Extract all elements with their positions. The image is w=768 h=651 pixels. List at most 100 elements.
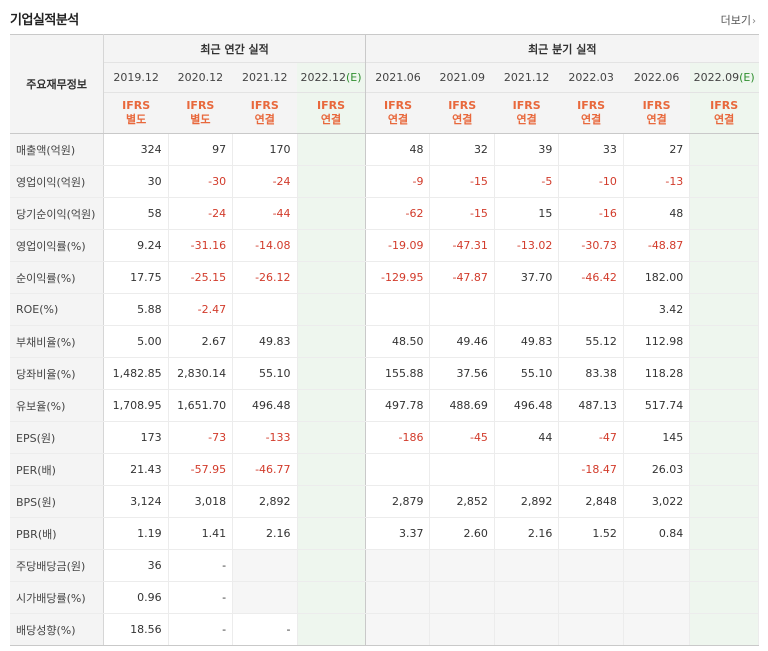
table-cell: 55.10 — [494, 357, 560, 390]
more-link[interactable]: 더보기› — [721, 12, 756, 28]
row-label: 영업이익률(%) — [10, 229, 105, 262]
table-cell: 49.83 — [494, 325, 560, 358]
table-row: 시가배당률(%) 0.96- — [10, 581, 759, 614]
table-cell: 3,018 — [168, 485, 234, 518]
ifrs-header-2: IFRS 연결 — [232, 92, 298, 134]
table-cell — [297, 357, 367, 390]
ifrs-label: IFRS — [250, 99, 279, 112]
ifrs-header-5: IFRS 연결 — [429, 92, 495, 134]
table-cell — [232, 293, 298, 326]
table-cell: -16 — [558, 197, 624, 230]
table-cell — [297, 421, 367, 454]
table-cell: 3,124 — [103, 485, 169, 518]
table-cell — [689, 517, 759, 550]
table-cell — [689, 165, 759, 198]
row-label: EPS(원) — [10, 421, 105, 454]
table-cell: 2,892 — [494, 485, 560, 518]
table-cell: 48 — [365, 133, 431, 166]
table-row: 부채비율(%) 5.00 2.67 49.83 48.50 49.46 49.83 55.12… — [10, 325, 759, 358]
table-cell — [365, 581, 431, 614]
table-cell — [689, 549, 759, 582]
table-cell — [689, 421, 759, 454]
table-cell: 2,879 — [365, 485, 431, 518]
table-row: 배당성향(%) 18.56- - — [10, 613, 759, 646]
table-cell: 112.98 — [623, 325, 691, 358]
table-cell — [689, 261, 759, 294]
table-cell — [689, 613, 759, 646]
table-cell — [689, 389, 759, 422]
table-cell: -30.73 — [558, 229, 624, 262]
table-cell: -73 — [168, 421, 234, 454]
table-cell: -13.02 — [494, 229, 560, 262]
table-cell — [297, 261, 367, 294]
table-row: 영업이익(억원) 30 -30 -24 -9 -15 -5 -10 -13 — [10, 165, 759, 198]
corner-label: 주요재무정보 — [10, 34, 105, 134]
table-cell: 517.74 — [623, 389, 691, 422]
table-row: PBR(배) 1.19 1.41 2.16 3.37 2.60 2.16 1.52 0.84 — [10, 517, 759, 550]
table-cell: -9 — [365, 165, 431, 198]
table-cell — [558, 581, 624, 614]
ifrs-type: 연결 — [320, 113, 342, 126]
table-row: ROE(%) 5.88 -2.47 3.42 — [10, 293, 759, 326]
more-label: 더보기 — [720, 14, 751, 27]
period-header-9: 2022.09(E) — [689, 62, 759, 93]
table-cell: 2,830.14 — [168, 357, 234, 390]
table-cell: 26.03 — [623, 453, 691, 486]
table-cell: 44 — [494, 421, 560, 454]
table-cell: 1,708.95 — [103, 389, 169, 422]
table-cell — [297, 293, 367, 326]
table-cell: -5 — [494, 165, 560, 198]
table-row: 영업이익률(%) 9.24 -31.16 -14.08 -19.09 -47.31 -13.… — [10, 229, 759, 262]
table-cell — [558, 613, 624, 646]
table-cell: 182.00 — [623, 261, 691, 294]
table-cell — [429, 549, 495, 582]
table-cell: 27 — [623, 133, 691, 166]
period-header-5: 2021.09 — [429, 62, 495, 93]
table-cell — [297, 133, 367, 166]
table-cell — [232, 581, 298, 614]
table-cell: 324 — [103, 133, 169, 166]
table-cell: - — [168, 581, 234, 614]
table-cell: 496.48 — [232, 389, 298, 422]
period-header-3: 2022.12(E) — [297, 62, 367, 93]
table-cell: 3.37 — [365, 517, 431, 550]
table-cell: 497.78 — [365, 389, 431, 422]
table-cell — [297, 325, 367, 358]
row-label: 유보율(%) — [10, 389, 105, 422]
table-cell: -31.16 — [168, 229, 234, 262]
table-cell: 2,892 — [232, 485, 298, 518]
table-cell: -14.08 — [232, 229, 298, 262]
period-header-6: 2021.12 — [494, 62, 559, 93]
ifrs-header-7: IFRS 연결 — [558, 92, 624, 134]
table-row: EPS(원) 173 -73 -133 -186 -45 44 -47 145 — [10, 421, 759, 454]
table-cell — [297, 581, 367, 614]
estimate-mark: (E) — [739, 71, 755, 84]
table-cell — [429, 613, 495, 646]
table-cell: 49.83 — [232, 325, 298, 358]
table-cell: 155.88 — [365, 357, 431, 390]
table-cell — [297, 389, 367, 422]
period-header-8: 2022.06 — [623, 62, 690, 93]
quarter-header: 최근 분기 실적 — [365, 34, 759, 63]
ifrs-type: 연결 — [580, 113, 602, 126]
table-cell: 55.12 — [558, 325, 624, 358]
table-cell — [689, 581, 759, 614]
table-cell — [689, 485, 759, 518]
table-cell: 1,482.85 — [103, 357, 169, 390]
table-cell: -24 — [168, 197, 234, 230]
row-label: PER(배) — [10, 453, 105, 486]
row-label: 매출액(억원) — [10, 133, 105, 166]
table-cell: 170 — [232, 133, 298, 166]
table-cell: 9.24 — [103, 229, 169, 262]
period-label: 2019.12 — [113, 71, 159, 84]
ifrs-type: 연결 — [452, 113, 473, 126]
row-label: 배당성향(%) — [10, 613, 105, 646]
period-header-2: 2021.12 — [232, 62, 298, 93]
table-cell: 3,022 — [623, 485, 691, 518]
table-cell: 145 — [623, 421, 691, 454]
table-cell: -44 — [232, 197, 298, 230]
table-cell: -46.77 — [232, 453, 298, 486]
table-cell: 5.00 — [103, 325, 169, 358]
table-cell: 0.96 — [103, 581, 169, 614]
period-header-7: 2022.03 — [558, 62, 624, 93]
